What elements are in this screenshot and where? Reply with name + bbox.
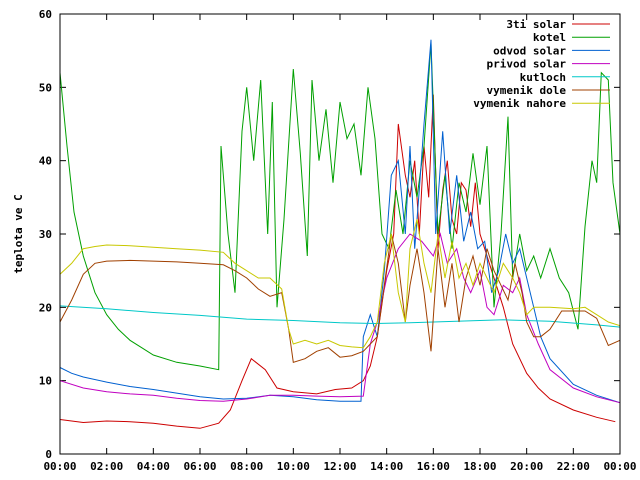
y-tick-labels: 0 10 20 30 40 50 60	[39, 8, 52, 461]
series-line-kotel	[59, 43, 621, 371]
y-tick-label: 20	[39, 301, 52, 314]
y-tick-label: 40	[39, 155, 52, 168]
legend-label: privod solar	[487, 58, 567, 71]
x-tick-label: 08:00	[230, 460, 263, 473]
legend-label: 3ti solar	[506, 18, 566, 31]
y-tick-label: 60	[39, 8, 52, 21]
series-line-odvod-solar	[59, 39, 621, 404]
legend-label: odvod solar	[493, 44, 566, 57]
x-tick-label: 14:00	[370, 460, 403, 473]
x-tick-label: 16:00	[417, 460, 450, 473]
series-line-vymenik-nahore	[59, 219, 621, 349]
series-line-3ti-solar	[59, 94, 616, 429]
x-tick-label: 06:00	[183, 460, 216, 473]
x-tick-labels: 00:00 02:00 04:00 06:00 08:00 10:00 12:00 14:00…	[43, 460, 636, 473]
y-tick-label: 30	[39, 228, 52, 241]
x-tick-label: 00:00	[43, 460, 76, 473]
x-tick-label: 22:00	[557, 460, 590, 473]
series-line-kutloch	[59, 305, 621, 328]
x-tick-label: 20:00	[510, 460, 543, 473]
x-tick-label: 00:00	[603, 460, 636, 473]
y-axis-label: teplota ve C	[12, 194, 25, 273]
legend-label: vymenik dole	[487, 84, 567, 97]
legend-label: kotel	[533, 31, 566, 44]
y-tick-label: 0	[45, 448, 52, 461]
x-tick-label: 12:00	[323, 460, 356, 473]
x-tick-label: 02:00	[90, 460, 123, 473]
x-tick-label: 18:00	[463, 460, 496, 473]
y-tick-label: 10	[39, 375, 52, 388]
series-line-vymenik-dole	[59, 233, 621, 363]
series-lines	[59, 39, 621, 429]
x-tick-label: 04:00	[137, 460, 170, 473]
legend-label: kutloch	[520, 71, 566, 84]
x-tick-label: 10:00	[277, 460, 310, 473]
plot-frame	[59, 13, 621, 455]
legend-label: vymenik nahore	[473, 97, 566, 110]
y-tick-label: 50	[39, 81, 52, 94]
series-line-privod-solar	[59, 232, 621, 404]
